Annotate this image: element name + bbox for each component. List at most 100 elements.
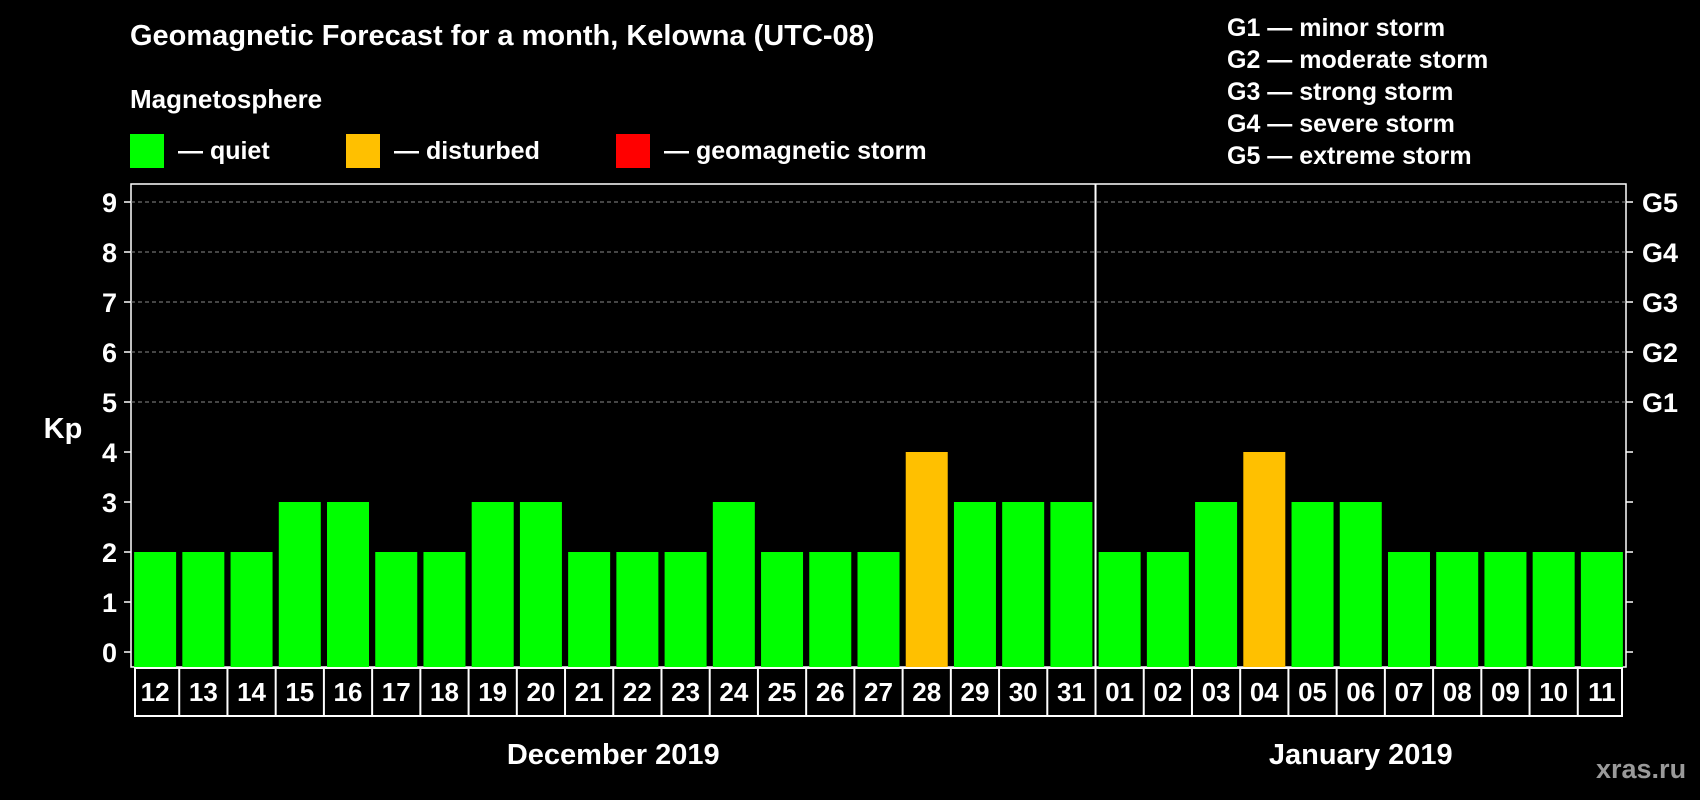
- storm-scale-g2: G2 — moderate storm: [1227, 46, 1489, 74]
- x-tick-label-22: 22: [623, 677, 652, 707]
- bar-18-6: [423, 552, 466, 667]
- x-tick-label-14: 14: [237, 677, 266, 707]
- bar-15-3: [278, 502, 321, 667]
- storm-scale-g1: G1 — minor storm: [1227, 14, 1446, 42]
- y-tick-label: 9: [102, 188, 117, 218]
- x-tick-label-07: 07: [1395, 677, 1424, 707]
- x-tick-label-26: 26: [816, 677, 845, 707]
- bar-24-12: [712, 502, 755, 667]
- bar-17-5: [375, 552, 418, 667]
- bar-01-20: [1098, 552, 1141, 667]
- bar-29-17: [953, 502, 996, 667]
- legend-label-storm: — geomagnetic storm: [664, 136, 927, 165]
- watermark: xras.ru: [1596, 754, 1687, 784]
- bar-27-15: [857, 552, 900, 667]
- y-tick-label: 0: [102, 638, 117, 668]
- x-tick-label-03: 03: [1202, 677, 1231, 707]
- x-tick-label-10: 10: [1539, 677, 1568, 707]
- bar-26-14: [809, 552, 852, 667]
- x-tick-label-15: 15: [285, 677, 314, 707]
- y-axis-title: Kp: [44, 413, 83, 445]
- legend-swatch-storm: [616, 134, 650, 168]
- bar-04-23: [1243, 452, 1286, 667]
- bar-12-0: [134, 552, 177, 667]
- legend-storm: — geomagnetic storm: [616, 134, 927, 168]
- x-tick-label-18: 18: [430, 677, 459, 707]
- bar-03-22: [1195, 502, 1238, 667]
- y-tick-label: 8: [102, 238, 117, 268]
- y-tick-label: 3: [102, 488, 117, 518]
- x-tick-label-20: 20: [526, 677, 555, 707]
- legend-quiet: — quiet: [130, 134, 270, 168]
- x-tick-label-13: 13: [189, 677, 218, 707]
- x-tick-label-24: 24: [719, 677, 748, 707]
- bar-06-25: [1339, 502, 1382, 667]
- bar-05-24: [1291, 502, 1334, 667]
- storm-scale-list: G1 — minor storm G2 — moderate storm G3 …: [1227, 12, 1488, 172]
- y-tick-label: 5: [102, 388, 117, 418]
- x-tick-label-12: 12: [141, 677, 170, 707]
- right-axis-label-g4: G4: [1642, 238, 1678, 268]
- bar-09-28: [1484, 552, 1527, 667]
- y-tick-label: 6: [102, 338, 117, 368]
- storm-scale-g5: G5 — extreme storm: [1227, 142, 1472, 170]
- bar-19-7: [471, 502, 514, 667]
- chart-title: Geomagnetic Forecast for a month, Kelown…: [130, 20, 875, 52]
- month-label-1: January 2019: [1269, 739, 1453, 771]
- x-tick-label-25: 25: [768, 677, 797, 707]
- month-label-0: December 2019: [507, 739, 720, 771]
- x-tick-label-06: 06: [1346, 677, 1375, 707]
- bar-10-29: [1532, 552, 1575, 667]
- x-tick-label-28: 28: [912, 677, 941, 707]
- x-tick-label-11: 11: [1588, 677, 1616, 707]
- bar-31-19: [1050, 502, 1093, 667]
- right-axis-label-g5: G5: [1642, 188, 1678, 218]
- y-tick-label: 1: [102, 588, 117, 618]
- bar-14-2: [230, 552, 273, 667]
- bar-07-26: [1387, 552, 1430, 667]
- storm-scale-g4: G4 — severe storm: [1227, 110, 1455, 138]
- x-tick-label-02: 02: [1153, 677, 1182, 707]
- storm-scale-g3: G3 — strong storm: [1227, 78, 1454, 106]
- bar-11-30: [1580, 552, 1623, 667]
- right-axis-label-g3: G3: [1642, 288, 1678, 318]
- bar-30-18: [1002, 502, 1045, 667]
- x-tick-label-04: 04: [1250, 677, 1279, 707]
- bar-02-21: [1146, 552, 1189, 667]
- x-tick-label-17: 17: [382, 677, 411, 707]
- x-tick-label-23: 23: [671, 677, 700, 707]
- x-tick-label-31: 31: [1057, 677, 1086, 707]
- x-tick-label-27: 27: [864, 677, 893, 707]
- x-tick-label-09: 09: [1491, 677, 1520, 707]
- y-tick-label: 2: [102, 538, 117, 568]
- date-strip-frame: [134, 667, 1623, 717]
- legend-label-quiet: — quiet: [178, 136, 270, 165]
- bar-13-1: [182, 552, 225, 667]
- x-tick-label-21: 21: [575, 677, 604, 707]
- bar-28-16: [905, 452, 948, 667]
- x-tick-label-05: 05: [1298, 677, 1327, 707]
- bar-22-10: [616, 552, 659, 667]
- x-tick-label-08: 08: [1443, 677, 1472, 707]
- chart-subtitle: Magnetosphere: [130, 84, 323, 114]
- x-tick-label-30: 30: [1009, 677, 1038, 707]
- bar-08-27: [1436, 552, 1479, 667]
- y-tick-label: 7: [102, 288, 117, 318]
- bar-16-4: [327, 502, 370, 667]
- x-tick-label-19: 19: [478, 677, 507, 707]
- right-axis-label-g1: G1: [1642, 388, 1678, 418]
- right-axis-label-g2: G2: [1642, 338, 1678, 368]
- legend-swatch-quiet: [130, 134, 164, 168]
- bar-20-8: [519, 502, 562, 667]
- x-tick-label-29: 29: [960, 677, 989, 707]
- bar-21-9: [568, 552, 611, 667]
- legend-disturbed: — disturbed: [346, 134, 540, 168]
- bar-25-13: [761, 552, 804, 667]
- legend-swatch-disturbed: [346, 134, 380, 168]
- legend-label-disturbed: — disturbed: [394, 136, 540, 165]
- y-tick-label: 4: [102, 438, 117, 468]
- x-tick-label-01: 01: [1105, 677, 1134, 707]
- bar-23-11: [664, 552, 707, 667]
- x-tick-label-16: 16: [334, 677, 363, 707]
